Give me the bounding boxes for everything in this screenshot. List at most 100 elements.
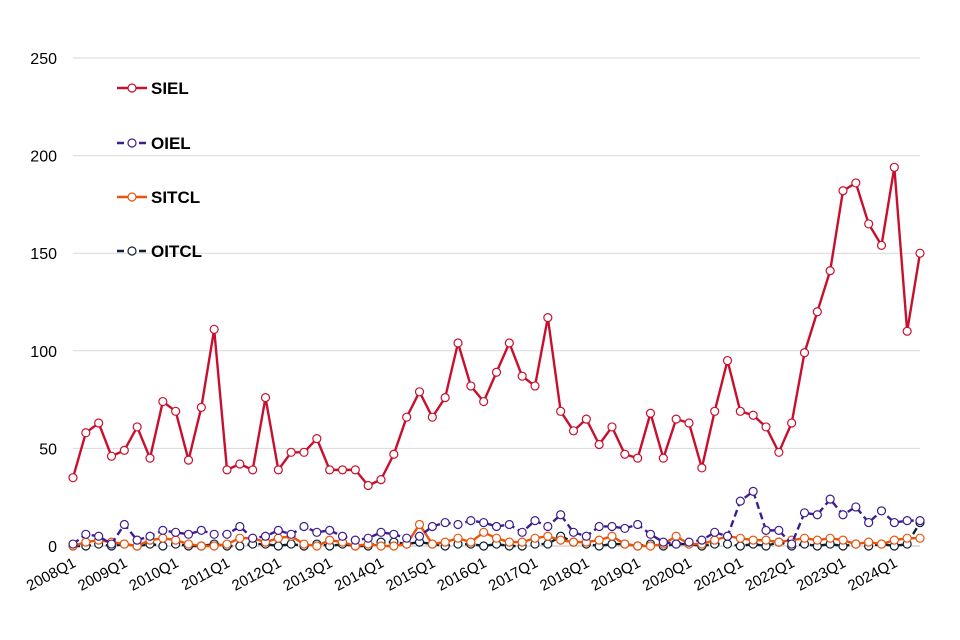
data-point-siel (94, 418, 104, 428)
data-point-sitcl (864, 537, 874, 547)
legend-label-oiel: OIEL (151, 134, 191, 153)
data-point-oiel (363, 533, 373, 543)
data-point-siel (260, 393, 271, 403)
data-point-siel (402, 412, 412, 422)
x-tick-label: 2023Q1 (794, 555, 849, 595)
data-point-siel (633, 453, 643, 463)
data-point-sitcl (119, 539, 129, 549)
data-point-oiel (171, 527, 181, 537)
data-point-sitcl (414, 519, 425, 530)
data-point-oiel (350, 535, 360, 545)
data-point-sitcl (633, 541, 643, 551)
data-point-siel (363, 480, 373, 491)
legend: SIEL OIEL SITCL OITCL (117, 79, 202, 261)
data-point-oiel (491, 521, 502, 532)
data-point-oiel (787, 539, 797, 549)
data-point-sitcl (812, 535, 822, 545)
legend-label-siel: SIEL (151, 79, 189, 98)
data-point-oiel (196, 525, 206, 535)
data-point-sitcl (671, 531, 681, 541)
data-point-oitcl (158, 541, 168, 551)
data-point-siel (838, 186, 848, 196)
data-point-sitcl (889, 535, 899, 545)
data-point-oiel (838, 510, 848, 520)
data-point-oiel (658, 537, 668, 547)
data-point-sitcl (209, 541, 219, 551)
data-point-oiel (106, 539, 117, 549)
data-point-sitcl (479, 527, 489, 537)
data-point-siel (620, 449, 630, 459)
data-point-sitcl (748, 535, 758, 545)
data-point-oiel (119, 519, 129, 530)
data-point-oiel (735, 496, 745, 506)
data-point-oiel (209, 529, 219, 539)
legend-marker-siel (127, 83, 137, 93)
data-point-siel (248, 465, 258, 475)
data-point-oiel (312, 527, 322, 537)
series-oiel (68, 486, 925, 549)
data-point-oiel (889, 517, 899, 528)
data-point-oiel (222, 529, 232, 539)
legend-label-sitcl: SITCL (151, 188, 200, 207)
data-point-oiel (466, 516, 476, 526)
y-tick-label: 150 (30, 246, 57, 263)
x-tick-label: 2011Q1 (179, 555, 233, 595)
x-tick-label: 2021Q1 (691, 555, 746, 595)
data-point-siel (774, 447, 784, 457)
data-point-siel (710, 406, 720, 416)
data-point-oiel (607, 521, 617, 532)
data-point-sitcl (389, 541, 399, 551)
data-point-siel (594, 439, 604, 450)
data-point-siel (273, 465, 283, 475)
legend-marker-sitcl (127, 192, 137, 202)
data-point-oiel (248, 533, 258, 543)
data-point-oiel (132, 535, 142, 545)
data-point-sitcl (273, 533, 283, 543)
data-point-oiel (684, 537, 694, 547)
data-point-sitcl (543, 531, 553, 541)
data-point-siel (106, 451, 117, 461)
data-point-oiel (799, 508, 810, 518)
data-point-sitcl (427, 539, 437, 549)
data-point-sitcl (825, 533, 835, 543)
x-tick-label: 2009Q1 (75, 555, 130, 595)
data-point-siel (684, 418, 694, 428)
data-point-siel (799, 348, 810, 358)
data-point-sitcl (504, 537, 514, 547)
data-point-siel (286, 447, 296, 457)
data-point-oiel (902, 516, 912, 526)
data-point-oiel (402, 533, 412, 543)
data-point-oiel (812, 510, 822, 520)
data-point-siel (902, 326, 912, 336)
data-point-sitcl (196, 541, 206, 551)
data-point-siel (568, 426, 579, 436)
data-point-siel (504, 338, 514, 348)
x-tick-label: 2024Q1 (845, 555, 900, 595)
data-point-oiel (851, 502, 861, 512)
x-tick-label: 2017Q1 (486, 555, 541, 595)
data-point-siel (491, 367, 502, 377)
data-point-oiel (337, 531, 348, 541)
data-point-sitcl (222, 539, 232, 549)
data-point-oiel (645, 529, 656, 539)
data-point-sitcl (530, 533, 540, 543)
data-point-sitcl (466, 537, 476, 547)
data-point-oiel (915, 516, 925, 526)
data-point-sitcl (517, 537, 527, 547)
data-point-siel (158, 396, 168, 407)
x-tick-label: 2012Q1 (229, 555, 284, 595)
data-point-siel (543, 313, 553, 323)
data-point-siel (645, 408, 656, 418)
data-point-siel (825, 266, 835, 276)
legend-entry-oiel: OIEL (117, 134, 191, 153)
data-point-oiel (581, 531, 591, 541)
data-point-siel (376, 475, 386, 485)
data-point-siel (389, 449, 399, 459)
data-point-oiel (594, 521, 604, 532)
data-point-oiel (81, 529, 91, 539)
data-point-siel (119, 445, 129, 455)
data-point-oiel (376, 527, 386, 537)
data-point-siel (68, 473, 78, 483)
data-point-oiel (568, 527, 579, 537)
